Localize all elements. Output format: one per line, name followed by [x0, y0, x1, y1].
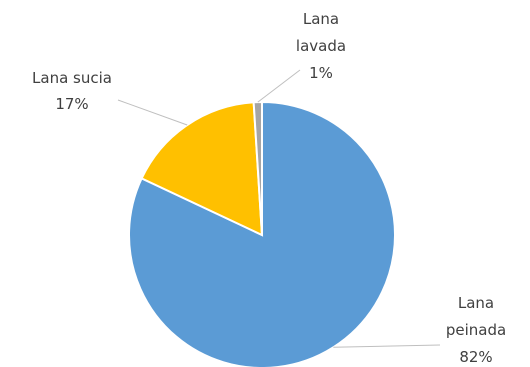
- leader-line-lana-sucia: [117, 99, 188, 126]
- slice-value-lana-peinada: 82%: [459, 348, 492, 366]
- slice-label-lana-peinada-line2: peinada: [446, 321, 506, 339]
- pie-slice-lana-sucia: [140, 101, 264, 237]
- slice-value-lana-sucia: 17%: [55, 95, 88, 113]
- pie-slices: [128, 100, 397, 367]
- leader-line-lana-lavada: [257, 69, 301, 103]
- slice-label-lana-lavada-line1: Lana: [303, 10, 339, 28]
- slice-label-lana-lavada-line2: lavada: [296, 37, 346, 55]
- slice-label-lana-peinada-line1: Lana: [458, 294, 494, 312]
- leader-lines: [117, 69, 441, 348]
- slice-label-lana-sucia: Lana sucia: [32, 69, 112, 87]
- slice-value-lana-lavada: 1%: [309, 64, 333, 82]
- leader-line-lana-peinada: [333, 344, 441, 348]
